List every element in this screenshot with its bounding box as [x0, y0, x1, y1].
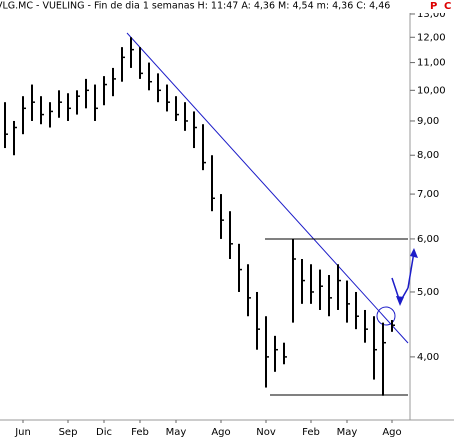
x-tick-label: Dic [96, 427, 112, 438]
y-tick-label: 4,00 [417, 352, 439, 363]
x-tick-label: Nov [256, 427, 276, 438]
x-tick-label: Ago [211, 427, 230, 438]
arrow-head [396, 296, 404, 306]
flag: P [430, 1, 437, 12]
arrow-head [410, 248, 418, 258]
x-tick-label: Jun [14, 427, 31, 438]
x-tick-label: Sep [59, 427, 78, 438]
y-tick-label: 6,00 [417, 234, 439, 245]
y-tick-label: 10,00 [417, 85, 446, 96]
y-tick-label: 13,00 [417, 9, 446, 20]
breakout-circle [376, 306, 396, 326]
y-tick-label: 9,00 [417, 116, 439, 127]
flag: C [444, 1, 451, 12]
x-tick-label: Feb [302, 427, 320, 438]
x-tick-label: Feb [131, 427, 149, 438]
arrow-up [407, 251, 415, 289]
x-tick-label: Ago [382, 427, 401, 438]
x-tick-label: May [166, 427, 187, 438]
title-bar [0, 0, 454, 13]
chart-title: VLG.MC - VUELING - Fin de dia 1 semanas … [0, 1, 390, 12]
y-tick-label: 8,00 [417, 150, 439, 161]
y-tick-label: 5,00 [417, 287, 439, 298]
y-tick-label: 12,00 [417, 32, 446, 43]
y-tick-label: 7,00 [417, 189, 439, 200]
trend-line [126, 32, 409, 344]
y-tick-label: 11,00 [417, 58, 446, 69]
x-tick-label: May [337, 427, 358, 438]
